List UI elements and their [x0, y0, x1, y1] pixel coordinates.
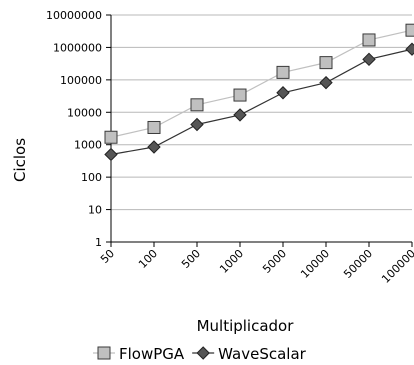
data-point-flowpga — [233, 88, 247, 102]
legend-label-wavescalar: WaveScalar — [218, 345, 306, 363]
y-tick-label: 10000 — [67, 106, 102, 119]
series — [104, 23, 414, 162]
series-line-flowpga — [110, 29, 413, 138]
x-tick-label: 100000 — [379, 247, 414, 286]
data-point-wavescalar — [147, 140, 161, 154]
y-tick-label: 100000 — [60, 74, 102, 87]
x-tick-label: 10000 — [298, 247, 332, 281]
x-tick-label: 100 — [136, 247, 160, 271]
x-tick-label: 50000 — [341, 247, 375, 281]
data-point-wavescalar — [104, 147, 118, 162]
data-point-flowpga — [147, 120, 161, 134]
x-tick-label: 5000 — [260, 247, 289, 276]
y-tick-label: 10000000 — [46, 9, 102, 22]
data-point-wavescalar — [405, 42, 414, 56]
x-axis-title: Multiplicador — [197, 317, 295, 335]
data-point-flowpga — [405, 23, 414, 37]
legend-label-flowpga: FlowPGA — [119, 345, 185, 363]
x-tick-label: 1000 — [217, 247, 246, 276]
data-point-flowpga — [104, 130, 118, 144]
x-tick-label: 500 — [179, 247, 203, 271]
y-tick-label: 100 — [81, 171, 102, 184]
legend: FlowPGA WaveScalar — [93, 345, 307, 363]
legend-marker-wavescalar — [196, 346, 210, 360]
data-point-wavescalar — [190, 117, 204, 132]
data-point-wavescalar — [319, 75, 333, 90]
y-tick-label: 1000 — [74, 139, 102, 152]
data-point-wavescalar — [233, 108, 247, 122]
x-tick-labels: 50 100 500 1000 5000 10000 50000 100000 — [98, 247, 414, 286]
y-tick-label: 1 — [95, 236, 102, 249]
legend-marker-flowpga — [97, 346, 111, 360]
data-point-flowpga — [190, 98, 204, 112]
x-tick-label: 50 — [98, 247, 117, 266]
y-axis-title: Ciclos — [11, 138, 29, 182]
data-point-wavescalar — [362, 52, 376, 67]
data-point-flowpga — [319, 56, 333, 70]
grid-lines — [111, 14, 412, 243]
series-line-wavescalar — [110, 48, 413, 156]
data-point-flowpga — [362, 33, 376, 47]
y-tick-label: 1000000 — [53, 41, 102, 54]
data-point-wavescalar — [276, 86, 290, 100]
axes — [106, 14, 413, 247]
y-tick-label: 10 — [88, 204, 102, 217]
data-point-flowpga — [276, 65, 290, 79]
y-tick-labels: 1 10 100 1000 10000 100000 1000000 10000000 — [46, 9, 102, 249]
